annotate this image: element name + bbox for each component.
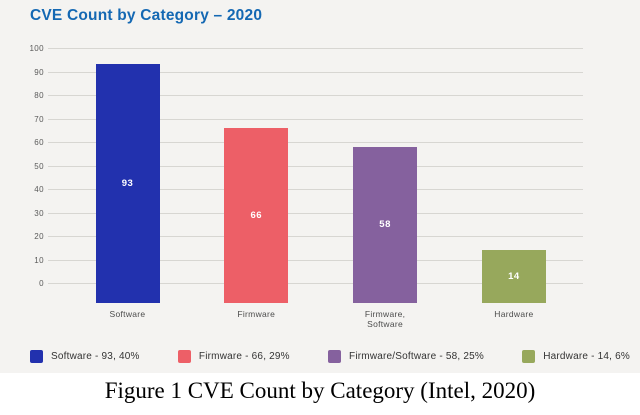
y-axis-tick-label: 80 [34,91,44,100]
legend-swatch-icon [328,350,342,363]
gridline [48,236,583,237]
bar-firmware: 66 [224,127,289,303]
chart-panel: CVE Count by Category – 2020 100 90 80 70 60… [0,0,640,373]
bar-value-label: 58 [379,219,391,231]
chart-title: CVE Count by Category – 2020 [30,7,263,24]
bar-value-label: 66 [250,209,263,221]
legend-label: Firmware/Software - 58, 25% [349,351,484,362]
x-axis-category-label: Firmware [237,309,276,319]
legend-item: Firmware/Software - 58, 25% [328,350,484,363]
gridline [48,95,583,96]
y-axis-tick-label: 10 [34,255,44,265]
bar-value-label: 93 [121,178,134,189]
gridline [48,71,583,73]
y-axis-tick-label: 100 [29,44,44,53]
legend-item: Software - 93, 40% [30,350,140,363]
gridline [48,283,583,284]
gridline [48,189,583,190]
legend-label: Software - 93, 40% [51,351,140,362]
y-axis-tick-label: 50 [34,161,44,171]
x-axis-category-label: Hardware [494,309,534,319]
y-axis-tick-label: 0 [39,279,44,288]
legend-label: Hardware - 14, 6% [543,351,630,362]
gridline [48,212,583,214]
figure-caption: Figure 1 CVE Count by Category (Intel, 2… [104,378,536,403]
gridline [48,142,583,143]
x-axis-category-label: Firmware, Software [364,309,406,329]
y-axis-tick-label: 60 [34,138,44,147]
gridline [48,118,583,120]
gridline [48,165,583,167]
y-axis-tick-label: 70 [34,114,44,124]
chart-legend: Software - 93, 40% Firmware - 66, 29% Firm… [30,350,630,363]
legend-swatch-icon [177,350,191,363]
legend-swatch-icon [30,350,43,363]
legend-item: Firmware - 66, 29% [177,350,290,363]
y-axis-tick-label: 20 [34,232,44,241]
bar-software: 93 [95,64,160,303]
legend-item: Hardware - 14, 6% [522,350,630,363]
y-axis-tick-label: 30 [34,208,44,218]
bar-value-label: 14 [508,270,520,282]
plot-area: 100 90 80 70 60 50 40 30 20 10 0 93 Software 66 Firmwa… [29,44,583,329]
legend-swatch-icon [522,350,536,363]
x-axis-category-label: Software [109,309,146,319]
bar-firmware-software: 58 [353,146,418,303]
y-axis-tick-label: 40 [34,185,44,194]
gridline [48,48,583,49]
bar-hardware: 14 [481,250,546,303]
legend-label: Firmware - 66, 29% [198,351,290,362]
gridline [48,259,583,261]
y-axis-tick-label: 90 [34,67,44,77]
